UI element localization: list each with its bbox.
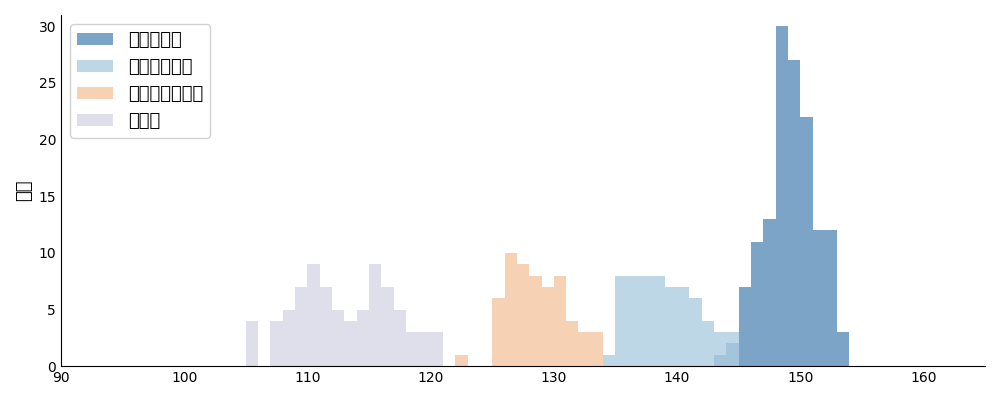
Polygon shape xyxy=(61,264,985,366)
Polygon shape xyxy=(61,276,985,366)
Polygon shape xyxy=(61,253,985,366)
Legend: ストレート, カットボール, チェンジアップ, カーブ: ストレート, カットボール, チェンジアップ, カーブ xyxy=(70,24,210,138)
Y-axis label: 球数: 球数 xyxy=(15,180,33,201)
Polygon shape xyxy=(61,26,985,366)
